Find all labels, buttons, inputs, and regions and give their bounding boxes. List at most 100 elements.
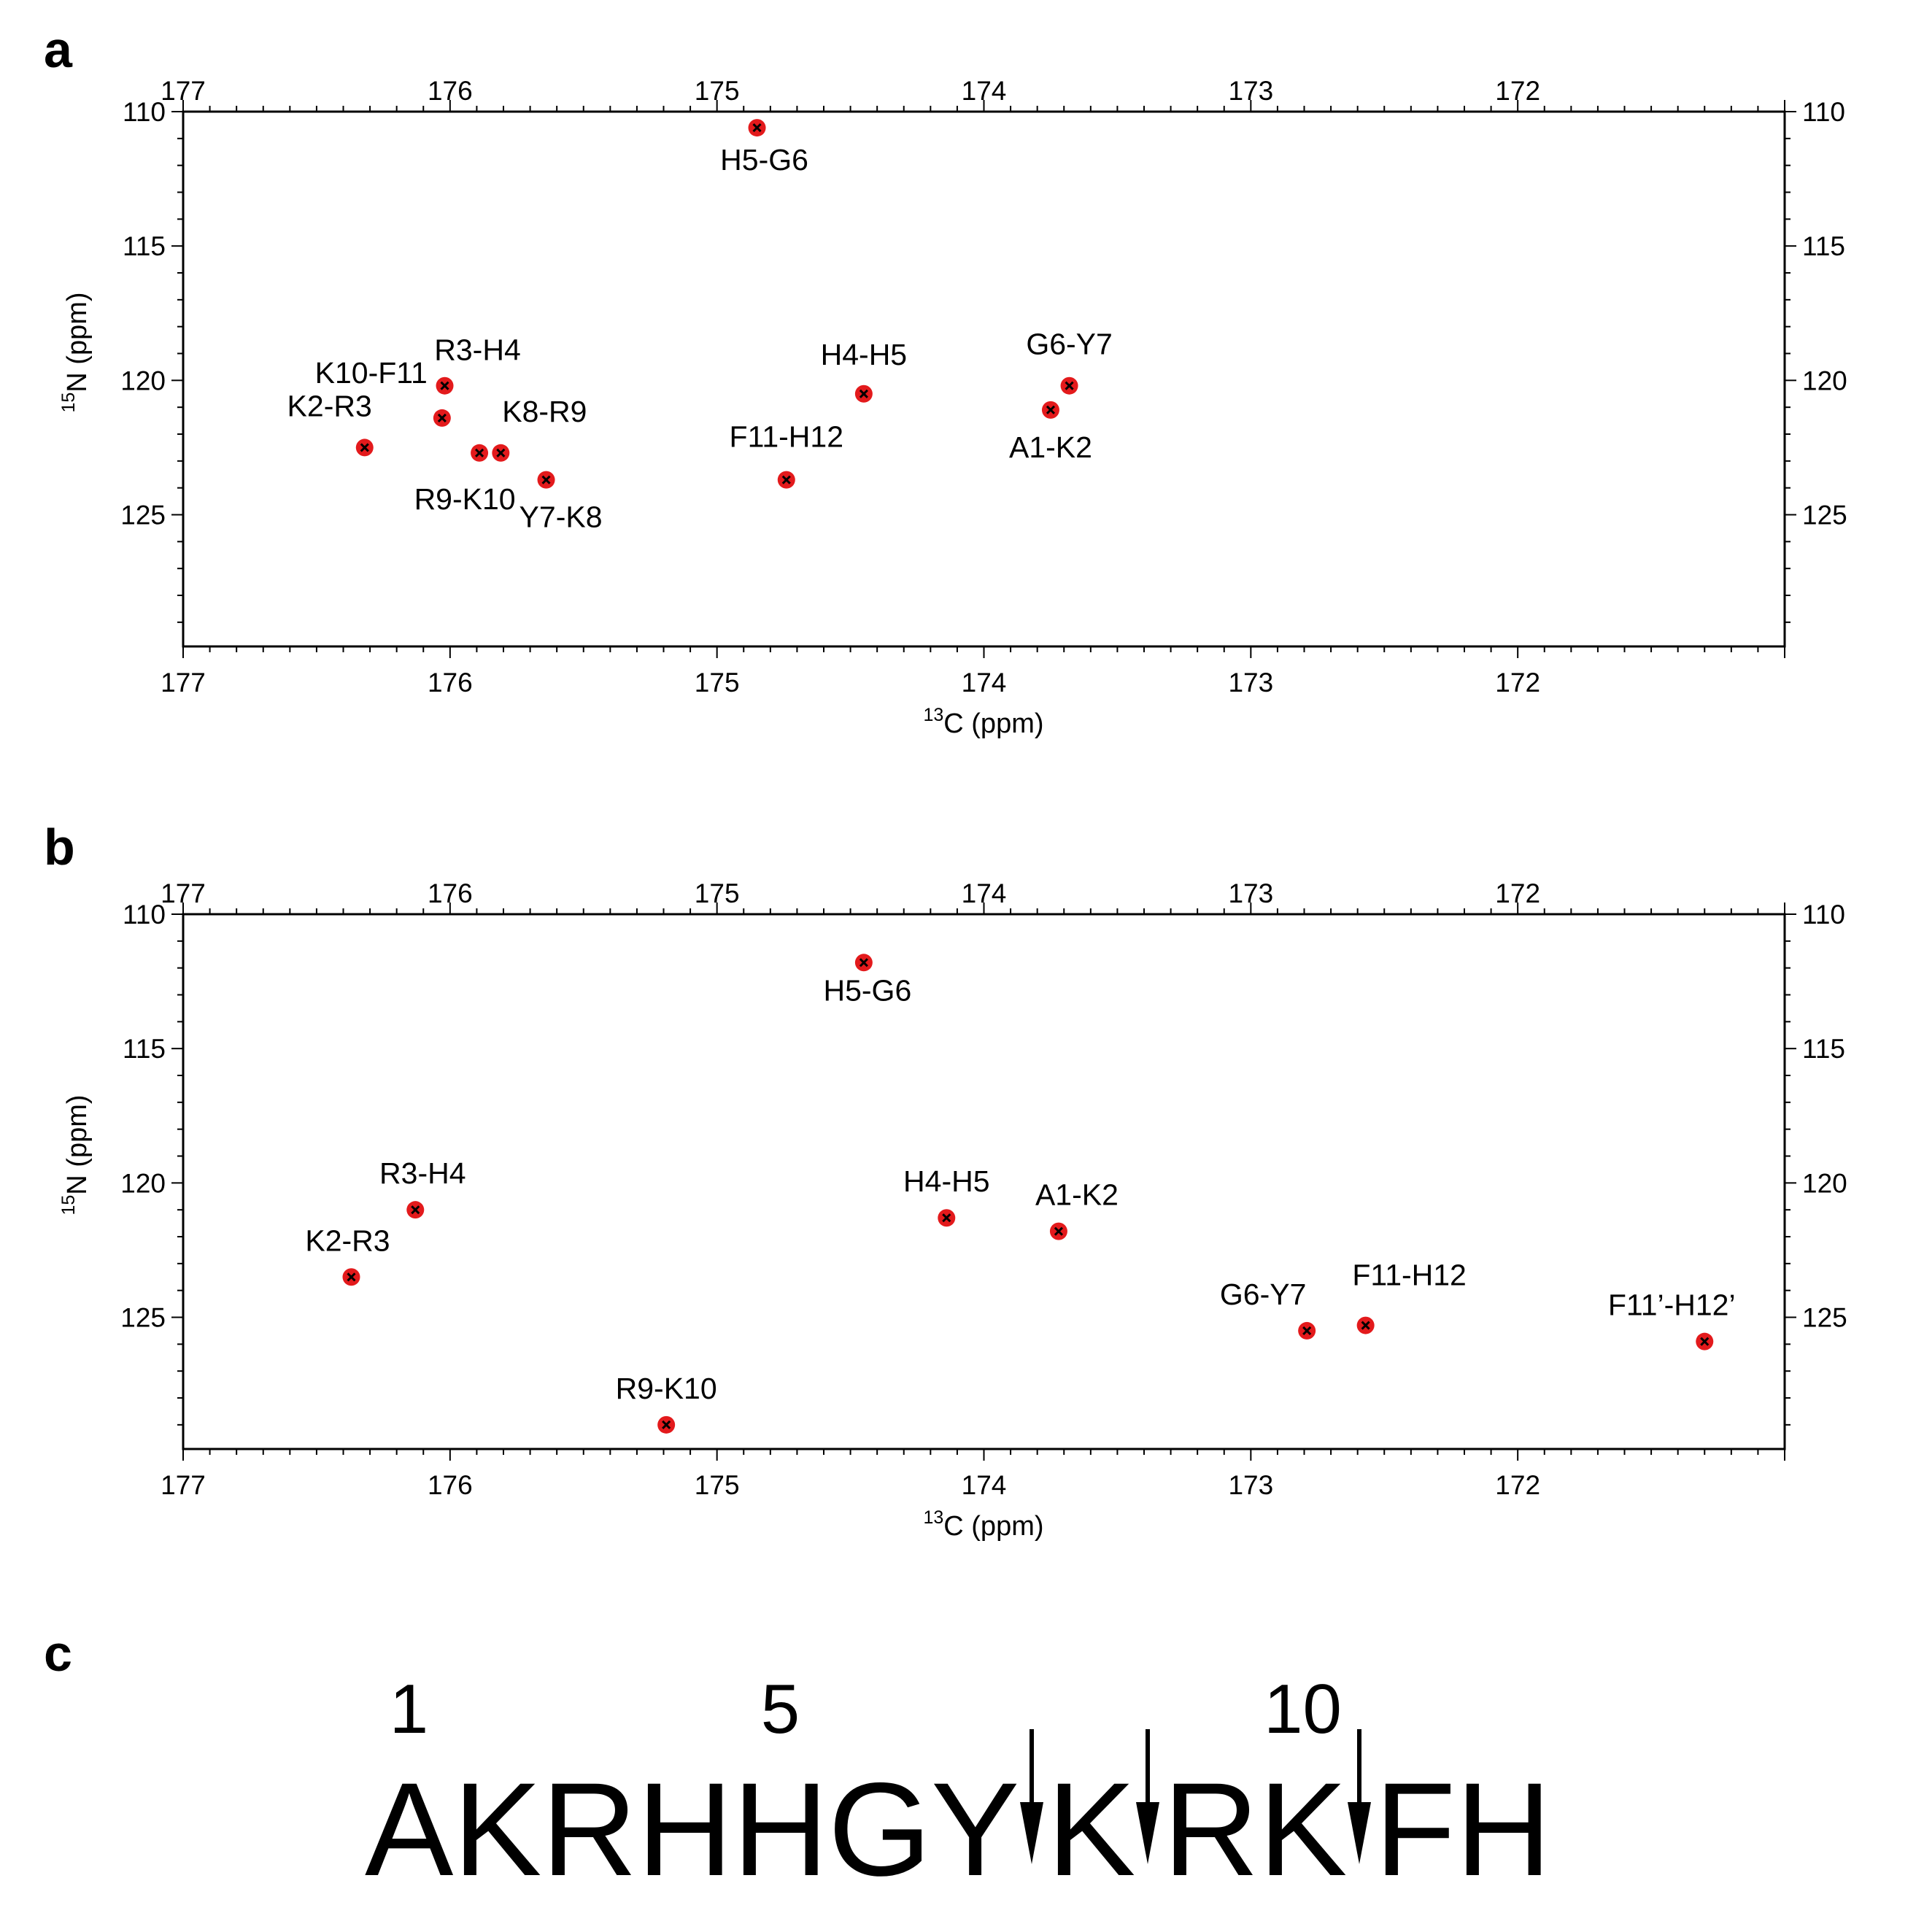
x-axis-label-main-a: C (ppm) [943, 708, 1043, 739]
y-axis-label-main-a: N (ppm) [62, 292, 93, 392]
peak-label: F11’-H12’ [1608, 1288, 1736, 1322]
x-tick-label-top-a: 172 [1495, 76, 1540, 106]
x-tick-label-bottom-a: 173 [1228, 668, 1273, 698]
peptide-sequence: A K R H H G Y K R K F H1 5 10 [365, 1670, 1551, 1904]
peak-cross [411, 1205, 420, 1215]
peak-label: R3-H4 [379, 1156, 466, 1190]
peak-cross [1302, 1326, 1312, 1335]
residue-2: K [453, 1755, 541, 1904]
x-tick-label-bottom-b: 177 [161, 1470, 206, 1500]
peak-k2-r3: K2-R3 [287, 389, 374, 457]
residue-7: Y [931, 1755, 1019, 1904]
x-tick-label-top-b: 173 [1228, 878, 1273, 908]
peak-cross [781, 475, 791, 484]
x-tick-label-top-a: 174 [962, 76, 1007, 106]
y-tick-label-left-b: 115 [123, 1034, 166, 1064]
peak-label: F11-H12 [1352, 1259, 1466, 1292]
peak-r3-h4: R3-H4 [379, 1156, 466, 1219]
peak-label: G6-Y7 [1026, 328, 1113, 361]
y-tick-label-right-a: 110 [1802, 97, 1845, 127]
peak-a1-k2: A1-K2 [1009, 401, 1092, 464]
axis-ticks-a: 177 177 176 176 175 175 174 174 173 173 172 172 110 1… [120, 76, 1847, 698]
peak-k10-f11: K10-F11 [315, 356, 451, 427]
peak-label: Y7-K8 [519, 501, 603, 534]
residue-8: K [1047, 1755, 1135, 1904]
y-tick-label-left-b: 110 [123, 900, 166, 930]
x-axis-label-a: 13C (ppm) [923, 705, 1043, 739]
residue-number: 1 [390, 1670, 428, 1748]
panel-letter-a: a [44, 21, 73, 78]
peak-cross [1046, 405, 1056, 414]
peak-label: H5-G6 [720, 143, 808, 177]
cleavage-arrow [1020, 1729, 1043, 1864]
x-axis-label-b: 13C (ppm) [923, 1507, 1043, 1542]
y-axis-label-main-b: N (ppm) [62, 1094, 93, 1194]
peak-f11-h12: F11-H12 [730, 420, 843, 489]
peak-label: K2-R3 [287, 389, 372, 422]
residue-4: H [637, 1755, 733, 1904]
peak-h4-h5: H4-H5 [903, 1164, 990, 1227]
peak-cross [1054, 1226, 1063, 1236]
y-axis-label-a: 15N (ppm) [58, 292, 93, 412]
panel-letter-c: c [44, 1625, 72, 1682]
peak-label: K8-R9 [502, 395, 587, 428]
peak-cross [662, 1420, 671, 1429]
x-tick-label-top-b: 176 [428, 878, 473, 908]
peak-label: H5-G6 [823, 973, 911, 1007]
peak-cross [1065, 381, 1074, 390]
x-tick-label-top-a: 175 [695, 76, 740, 106]
y-tick-label-left-a: 125 [120, 501, 166, 530]
x-tick-label-top-b: 174 [962, 878, 1007, 908]
x-tick-label-bottom-b: 174 [962, 1470, 1007, 1500]
peak-cross [440, 381, 449, 390]
peak-cross [859, 389, 868, 398]
residue-5: H [733, 1755, 828, 1904]
peak-cross [859, 958, 868, 967]
peak-a1-k2: A1-K2 [1035, 1178, 1119, 1240]
peak-cross [1361, 1321, 1370, 1330]
peak-h5-g6: H5-G6 [720, 119, 808, 177]
peak-label: H4-H5 [821, 338, 907, 371]
y-tick-label-right-b: 110 [1802, 900, 1845, 930]
peak-label: G6-Y7 [1220, 1278, 1307, 1311]
peak-k8-r9: K8-R9 [492, 395, 587, 462]
y-tick-label-right-b: 120 [1802, 1168, 1847, 1198]
peak-label: F11-H12 [730, 420, 843, 454]
peak-g6-y7: G6-Y7 [1026, 328, 1113, 395]
x-tick-label-top-b: 177 [161, 878, 206, 908]
peak-cross [942, 1213, 951, 1223]
x-tick-label-bottom-b: 175 [695, 1470, 740, 1500]
peak-r9-k10: R9-K10 [414, 444, 516, 516]
panel-letter-b: b [44, 819, 75, 876]
y-axis-label-sup-a: 15 [58, 393, 79, 413]
peak-k2-r3: K2-R3 [305, 1224, 390, 1286]
peak-label: H4-H5 [903, 1164, 989, 1198]
x-tick-label-bottom-a: 176 [428, 668, 473, 698]
residue-11: F [1375, 1755, 1456, 1904]
peak-r9-k10: R9-K10 [616, 1372, 717, 1434]
y-tick-label-left-b: 120 [120, 1168, 166, 1198]
peak-label: R9-K10 [616, 1372, 717, 1405]
x-tick-label-bottom-a: 175 [695, 668, 740, 698]
peak-cross [475, 448, 484, 457]
y-tick-label-left-a: 110 [123, 97, 166, 127]
y-tick-label-right-b: 125 [1802, 1303, 1847, 1333]
x-tick-label-bottom-b: 176 [428, 1470, 473, 1500]
x-axis-label-sup-a: 13 [923, 705, 943, 725]
x-tick-label-bottom-b: 172 [1495, 1470, 1540, 1500]
x-tick-label-bottom-a: 177 [161, 668, 206, 698]
x-tick-label-top-b: 175 [695, 878, 740, 908]
x-tick-label-top-b: 172 [1495, 878, 1540, 908]
x-tick-label-top-a: 177 [161, 76, 206, 106]
peak-label: K10-F11 [315, 356, 428, 390]
x-tick-label-bottom-b: 173 [1228, 1470, 1273, 1500]
peak-cross [360, 443, 369, 452]
peak-label: R3-H4 [434, 333, 520, 367]
residue-3: R [541, 1755, 637, 1904]
nmr-spectrum-panel-b: 177 177 176 176 175 175 174 174 173 173 172 172 110 1… [58, 878, 1847, 1542]
y-axis-label-sup-b: 15 [58, 1195, 79, 1216]
x-tick-label-bottom-a: 174 [962, 668, 1007, 698]
residue-1: A [365, 1755, 454, 1904]
residue-number: 5 [761, 1670, 800, 1748]
